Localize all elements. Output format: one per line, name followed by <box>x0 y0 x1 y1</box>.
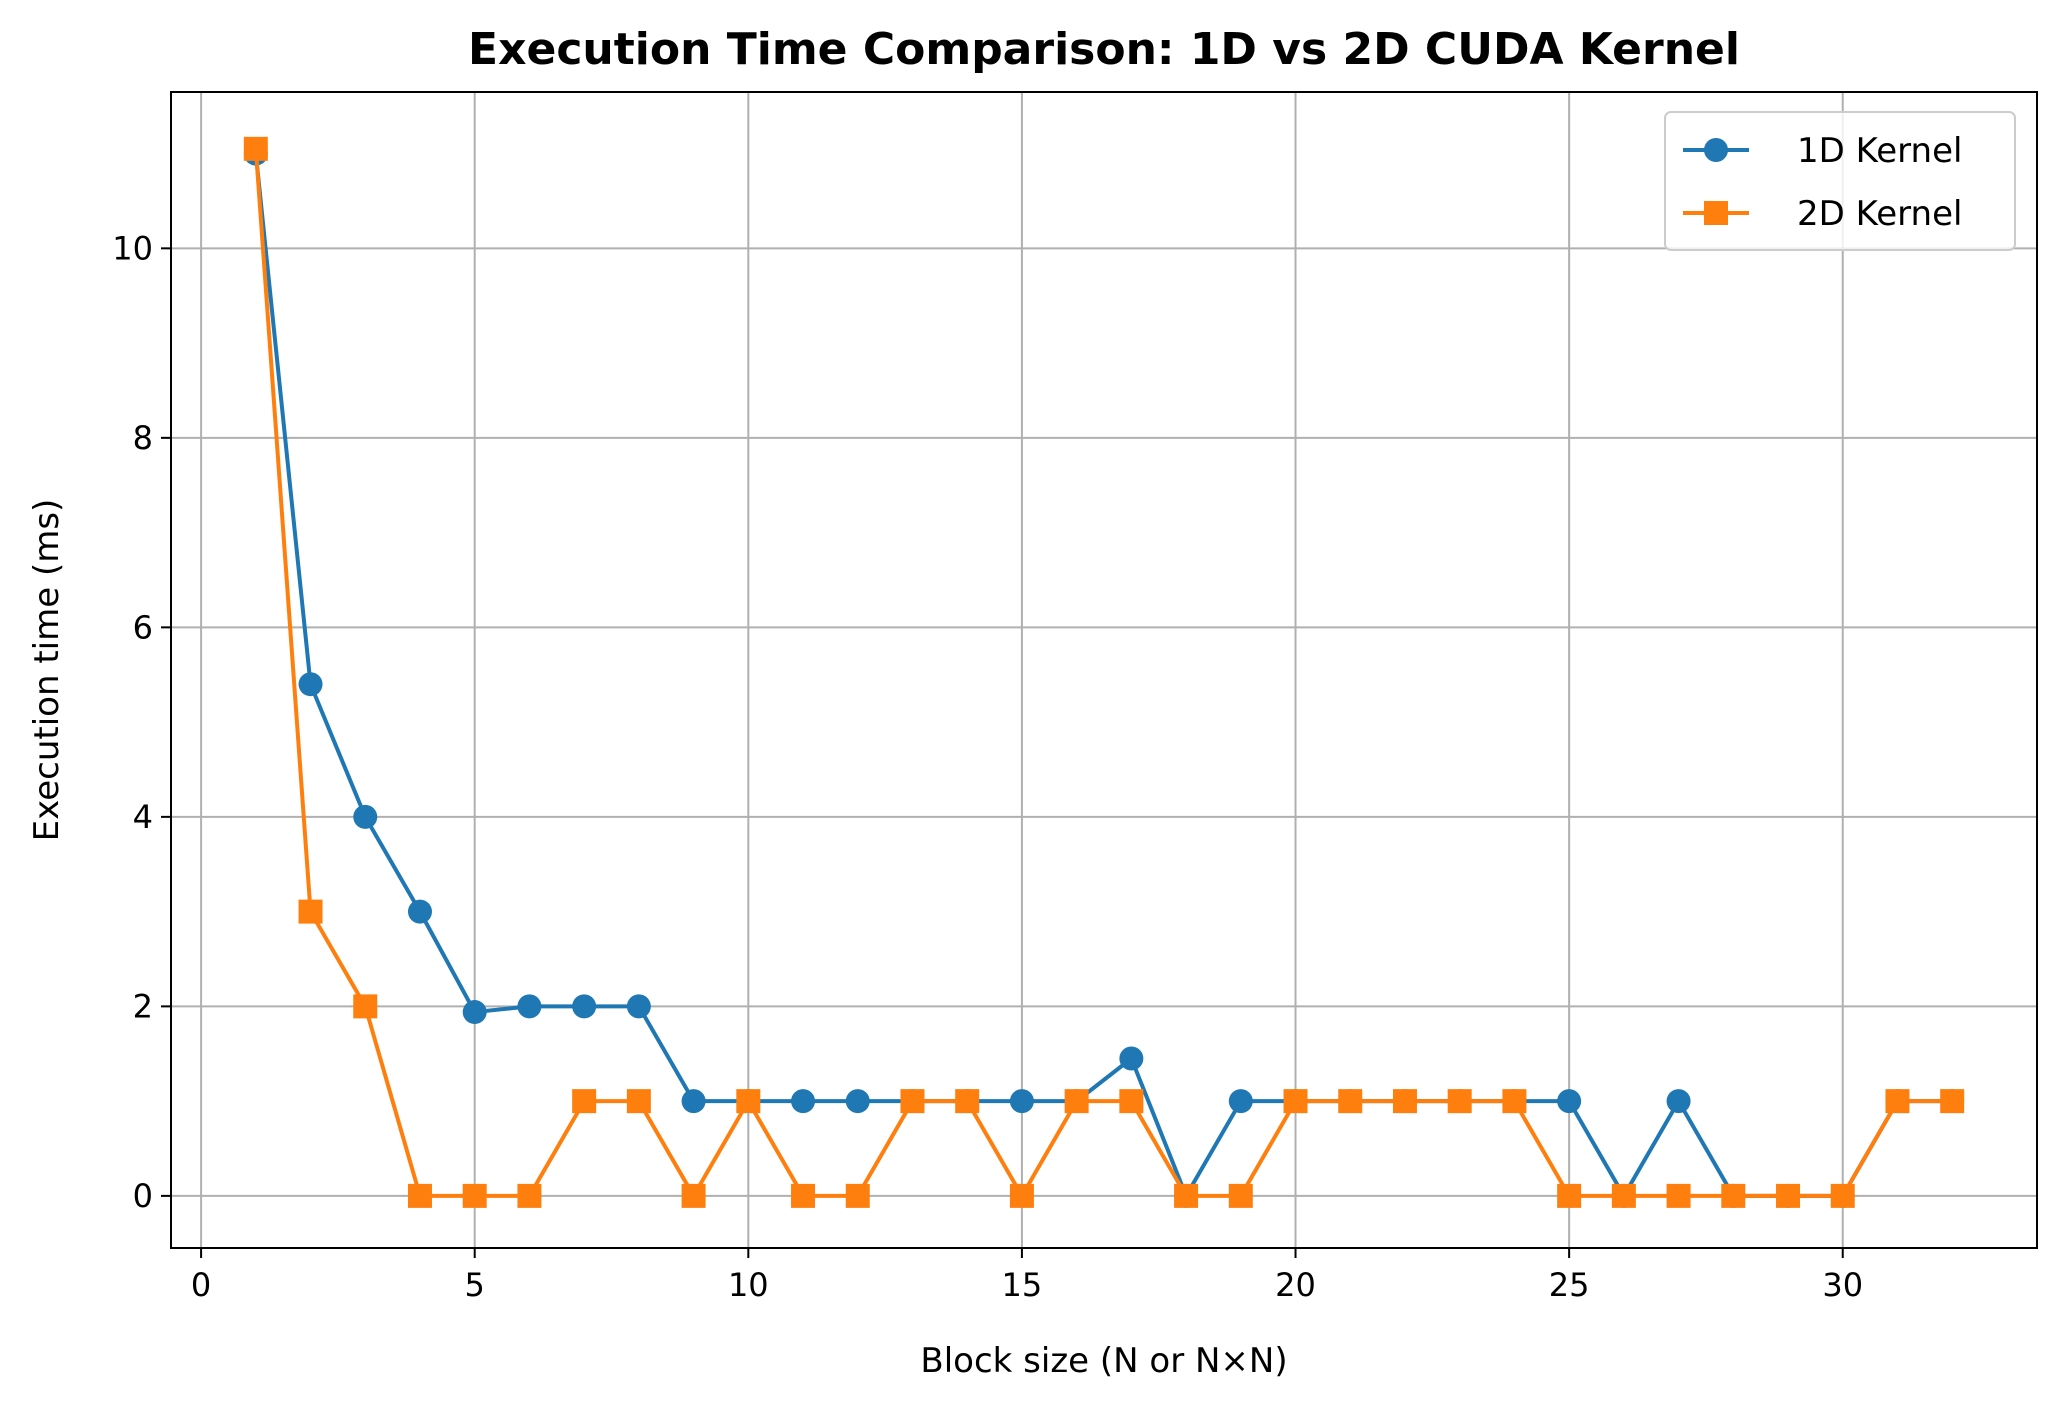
data-point-1d-kernel <box>1666 1089 1691 1114</box>
y-tick-label: 0 <box>133 1177 153 1215</box>
legend-box <box>1664 111 2016 251</box>
series-line-2d-kernel <box>253 148 1953 1198</box>
grid <box>171 92 2037 1248</box>
data-point-1d-kernel <box>298 672 323 697</box>
data-point-2d-kernel <box>1228 1183 1253 1208</box>
data-point-2d-kernel <box>572 1089 597 1114</box>
data-point-2d-kernel <box>626 1089 651 1114</box>
x-tick-label: 15 <box>1002 1266 1043 1304</box>
data-point-1d-kernel <box>1557 1089 1582 1114</box>
data-point-2d-kernel <box>1174 1183 1199 1208</box>
data-point-2d-kernel <box>1721 1183 1746 1208</box>
x-tick-label: 25 <box>1549 1266 1590 1304</box>
data-point-2d-kernel <box>736 1089 761 1114</box>
y-tick-label: 10 <box>112 229 153 267</box>
x-tick-label: 20 <box>1275 1266 1316 1304</box>
data-point-2d-kernel <box>845 1183 870 1208</box>
x-axis-label: Block size (N or N×N) <box>920 1341 1287 1381</box>
series-2d-kernel <box>243 136 1965 1208</box>
data-point-1d-kernel <box>1009 1089 1034 1114</box>
y-tick-label: 4 <box>133 798 153 836</box>
data-point-2d-kernel <box>1502 1089 1527 1114</box>
data-point-2d-kernel <box>1666 1183 1691 1208</box>
series-line-1d-kernel <box>253 153 1953 1198</box>
data-point-2d-kernel <box>1885 1089 1910 1114</box>
data-point-1d-kernel <box>353 804 378 829</box>
legend-entry-2d-kernel: 2D Kernel <box>1683 194 1962 234</box>
y-axis-label: Execution time (ms) <box>27 499 67 842</box>
x-tick-label: 30 <box>1822 1266 1863 1304</box>
data-point-2d-kernel <box>407 1183 432 1208</box>
x-tick-label: 10 <box>728 1266 769 1304</box>
y-tick-label: 6 <box>133 608 153 646</box>
data-point-2d-kernel <box>462 1183 487 1208</box>
legend-entry-1d-kernel: 1D Kernel <box>1683 131 1962 171</box>
data-point-2d-kernel <box>1338 1089 1363 1114</box>
data-point-2d-kernel <box>1447 1089 1472 1114</box>
legend-marker-2d-kernel <box>1704 201 1728 225</box>
data-point-2d-kernel <box>681 1183 706 1208</box>
x-tick-label: 0 <box>191 1266 211 1304</box>
data-point-2d-kernel <box>298 899 323 924</box>
data-point-2d-kernel <box>900 1089 925 1114</box>
data-point-2d-kernel <box>1611 1183 1636 1208</box>
data-point-2d-kernel <box>517 1183 542 1208</box>
data-point-2d-kernel <box>1064 1089 1089 1114</box>
data-point-1d-kernel <box>791 1089 816 1114</box>
data-point-1d-kernel <box>845 1089 870 1114</box>
data-point-1d-kernel <box>626 994 651 1019</box>
data-point-1d-kernel <box>681 1089 706 1114</box>
data-point-2d-kernel <box>243 136 268 161</box>
data-point-1d-kernel <box>517 994 542 1019</box>
data-point-2d-kernel <box>955 1089 980 1114</box>
data-point-1d-kernel <box>407 899 432 924</box>
data-point-1d-kernel <box>1119 1046 1144 1071</box>
legend-marker-1d-kernel <box>1704 138 1728 162</box>
data-point-2d-kernel <box>1392 1089 1417 1114</box>
legend-label-1d-kernel: 1D Kernel <box>1797 131 1962 171</box>
series-1d-kernel <box>243 141 1965 1208</box>
data-point-2d-kernel <box>791 1183 816 1208</box>
legend-label-2d-kernel: 2D Kernel <box>1797 194 1962 234</box>
data-point-2d-kernel <box>1830 1183 1855 1208</box>
data-point-2d-kernel <box>1119 1089 1144 1114</box>
data-point-2d-kernel <box>1557 1183 1582 1208</box>
data-point-2d-kernel <box>353 994 378 1019</box>
data-point-2d-kernel <box>1776 1183 1801 1208</box>
y-tick-label: 2 <box>133 987 153 1025</box>
axis-ticks: 0 5 10 15 20 25 30 0 2 4 6 8 10 <box>112 229 1863 1304</box>
legend: 1D Kernel 2D Kernel <box>1664 111 2016 251</box>
data-point-2d-kernel <box>1009 1183 1034 1208</box>
data-point-1d-kernel <box>572 994 597 1019</box>
y-tick-label: 8 <box>133 419 153 457</box>
chart-title: Execution Time Comparison: 1D vs 2D CUDA… <box>468 24 1740 75</box>
data-point-2d-kernel <box>1940 1089 1965 1114</box>
data-point-1d-kernel <box>462 1000 487 1025</box>
plot-series <box>243 136 1965 1208</box>
data-point-1d-kernel <box>1228 1089 1253 1114</box>
x-tick-label: 5 <box>465 1266 485 1304</box>
data-point-2d-kernel <box>1283 1089 1308 1114</box>
plot-frame <box>170 91 2038 1249</box>
